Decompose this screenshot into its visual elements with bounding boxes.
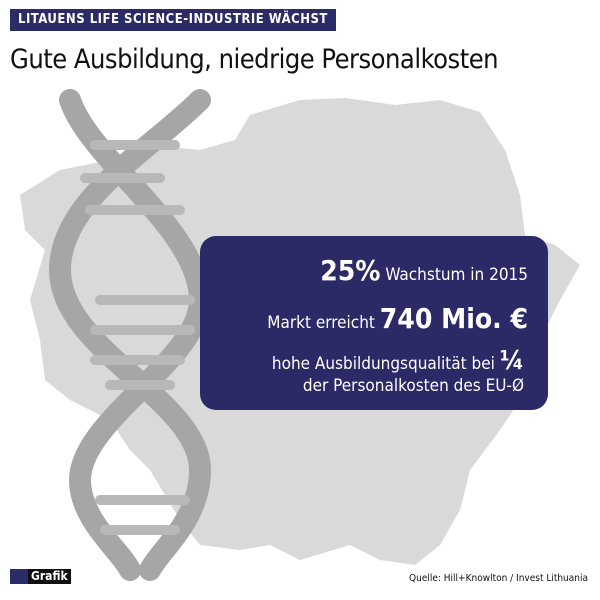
source: Quelle: Hill+Knowlton / Invest Lithuania [409, 573, 588, 584]
big-figure: 25% [320, 254, 381, 287]
info-line: 25% Wachstum in 2015 [210, 250, 528, 292]
dna-helix [48, 89, 212, 581]
info-text: der Personalkosten des EU-Ø [302, 376, 524, 396]
logo: Grafik [10, 569, 71, 584]
info-text: Wachstum in 2015 [385, 265, 528, 285]
title: Gute Ausbildung, niedrige Personalkosten [10, 44, 499, 75]
kicker: LITAUENS LIFE SCIENCE-INDUSTRIE WÄCHST [10, 9, 336, 31]
info-text: hohe Ausbildungsqualität bei [271, 354, 495, 374]
info-line: hohe Ausbildungsqualität bei ¼ [210, 348, 524, 375]
info-box: 25% Wachstum in 2015 Markt erreicht 740 … [200, 236, 548, 410]
info-text: Markt erreicht [267, 313, 375, 333]
big-figure: ¼ [499, 346, 524, 376]
info-line: der Personalkosten des EU-Ø [210, 375, 524, 397]
logo-text: Grafik [28, 569, 71, 584]
logo-mark [10, 569, 28, 584]
big-figure: 740 Mio. € [379, 302, 528, 335]
info-line: Markt erreicht 740 Mio. € [210, 298, 528, 340]
